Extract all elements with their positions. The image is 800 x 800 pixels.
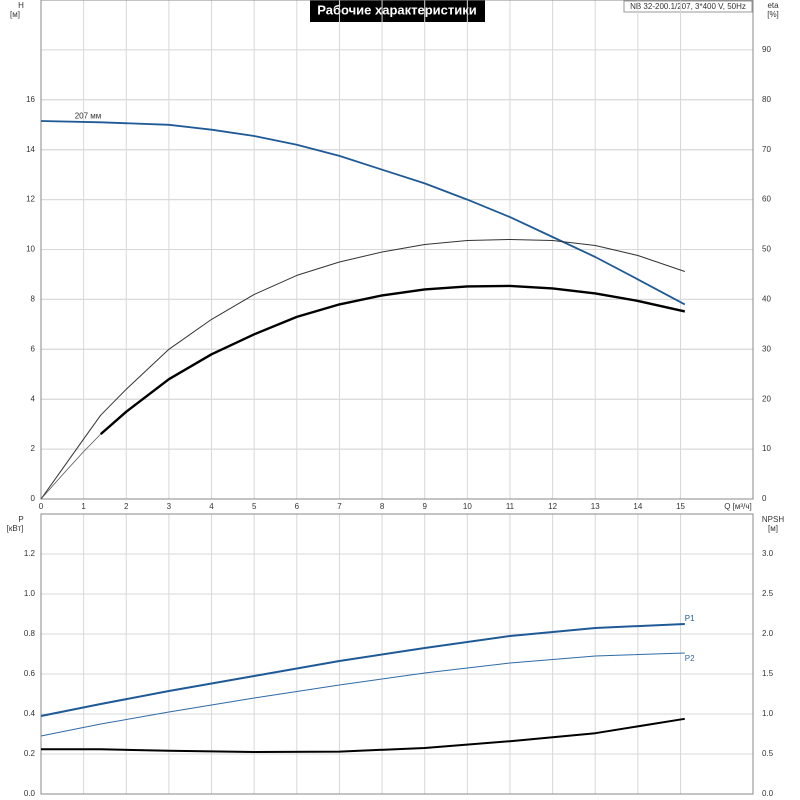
y2-tick-label: 60 (762, 195, 771, 204)
y2-tick-label: 20 (762, 394, 771, 403)
subtitle: NB 32-200.1/207, 3*400 V, 50Hz (630, 2, 746, 11)
y2-tick-label: 50 (762, 245, 771, 254)
y2-tick-label: 40 (762, 295, 771, 304)
y-tick-label: 10 (26, 245, 35, 254)
y-tick-label: 0.0 (24, 789, 36, 798)
y2-axis-title: NPSH (762, 515, 784, 524)
y-tick-label: 0.6 (24, 669, 36, 678)
y-axis-title: [кВт] (7, 524, 24, 533)
x-axis-title: Q [м³/ч] (724, 502, 751, 511)
x-tick-label: 8 (380, 502, 385, 511)
curve (40, 433, 101, 500)
y-tick-label: 14 (26, 145, 35, 154)
y2-tick-label: 30 (762, 344, 771, 353)
y-axis-title: [м] (10, 10, 20, 19)
y-tick-label: 0.4 (24, 709, 36, 718)
y-tick-label: 0 (31, 494, 36, 503)
y-tick-label: 1.0 (24, 589, 36, 598)
x-tick-label: 1 (81, 502, 86, 511)
y2-tick-label: 0.5 (762, 749, 774, 758)
y2-tick-label: 3.0 (762, 549, 774, 558)
y2-tick-label: 1.0 (762, 709, 774, 718)
x-tick-label: 10 (463, 502, 472, 511)
curve (99, 284, 686, 436)
y2-tick-label: 80 (762, 95, 771, 104)
curve (40, 652, 685, 737)
y2-tick-label: 2.0 (762, 629, 774, 638)
plot-frame (40, 0, 754, 500)
y2-tick-label: 0.0 (762, 789, 774, 798)
x-tick-label: 3 (167, 502, 172, 511)
x-tick-label: 4 (209, 502, 214, 511)
curve (40, 623, 685, 717)
x-tick-label: 6 (295, 502, 300, 511)
y2-axis-title: [м] (768, 524, 778, 533)
series-label: 207 мм (75, 111, 102, 120)
title-box (310, 0, 485, 22)
y2-tick-label: 90 (762, 45, 771, 54)
x-tick-label: 15 (676, 502, 685, 511)
y-tick-label: 0.8 (24, 629, 36, 638)
x-tick-label: 12 (548, 502, 557, 511)
series-label: P2 (685, 654, 695, 663)
curve (40, 120, 686, 306)
y-tick-label: 8 (31, 295, 36, 304)
y-tick-label: 16 (26, 95, 35, 104)
x-tick-label: 13 (591, 502, 600, 511)
y2-tick-label: 1.5 (762, 669, 774, 678)
y2-axis-title: [%] (767, 10, 779, 19)
series-label: P1 (685, 614, 695, 623)
y-tick-label: 2 (31, 444, 36, 453)
chart-title: Рабочие характеристики (317, 2, 477, 17)
curve (41, 717, 685, 753)
x-tick-label: 14 (633, 502, 642, 511)
x-tick-label: 5 (252, 502, 257, 511)
y-axis-title: P (18, 515, 23, 524)
x-tick-label: 0 (39, 502, 44, 511)
curve (40, 239, 685, 500)
y-tick-label: 1.2 (24, 549, 36, 558)
y2-tick-label: 0 (762, 494, 767, 503)
y-axis-title: H (18, 1, 24, 10)
y-tick-label: 6 (31, 344, 36, 353)
x-tick-label: 11 (506, 502, 515, 511)
x-tick-label: 7 (337, 502, 342, 511)
y2-tick-label: 10 (762, 444, 771, 453)
y2-tick-label: 70 (762, 145, 771, 154)
y-tick-label: 4 (31, 394, 36, 403)
y2-axis-title: eta (767, 1, 779, 10)
x-tick-label: 9 (422, 502, 427, 511)
y-tick-label: 0.2 (24, 749, 36, 758)
plot-frame (40, 513, 754, 795)
x-tick-label: 2 (124, 502, 129, 511)
y-tick-label: 12 (26, 195, 35, 204)
subtitle-box (623, 0, 753, 13)
y2-tick-label: 2.5 (762, 589, 774, 598)
